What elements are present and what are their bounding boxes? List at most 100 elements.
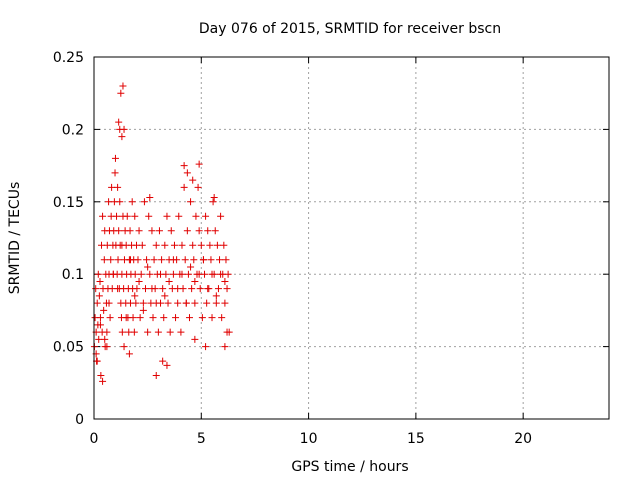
data-point (188, 285, 196, 293)
data-point (198, 314, 206, 322)
data-point (145, 212, 153, 220)
data-point (202, 343, 210, 351)
data-point (131, 212, 139, 220)
data-point (114, 183, 122, 191)
data-point (178, 241, 186, 249)
data-point (105, 299, 113, 307)
data-point (101, 335, 109, 343)
data-point (166, 328, 174, 336)
data-point (99, 377, 107, 385)
data-point (132, 299, 140, 307)
data-point (109, 270, 117, 278)
data-point (142, 285, 149, 293)
data-point (120, 125, 128, 133)
data-point (95, 335, 103, 343)
data-point (180, 183, 188, 191)
y-tick-label: 0 (75, 412, 84, 428)
data-point (187, 198, 195, 206)
plot-frame (93, 56, 610, 420)
data-point (170, 241, 178, 249)
data-point (122, 314, 130, 322)
data-point (204, 227, 212, 235)
data-point (197, 241, 205, 249)
data-point (126, 256, 134, 264)
data-point (203, 299, 211, 307)
x-tick-label: 10 (300, 431, 318, 447)
data-point (148, 227, 156, 235)
data-point (143, 256, 151, 264)
data-point (181, 256, 189, 264)
data-point (194, 183, 202, 191)
axis-ticks: 0 0.05 0.1 0.15 0.2 0.25 0 5 10 15 20 (53, 50, 609, 447)
data-point (192, 212, 200, 220)
data-point (118, 328, 126, 336)
data-point (191, 299, 199, 307)
data-point (196, 285, 204, 293)
data-point (96, 314, 104, 322)
data-point (131, 270, 139, 278)
data-point (209, 198, 217, 206)
data-point (184, 270, 192, 278)
data-point (138, 241, 146, 249)
data-point (212, 292, 220, 300)
y-tick-label: 0.25 (53, 50, 84, 66)
data-point (214, 285, 222, 293)
x-axis-label: GPS time / hours (291, 459, 408, 475)
data-point (94, 270, 102, 278)
data-point (174, 285, 182, 293)
data-point (169, 256, 177, 264)
data-point (174, 299, 182, 307)
data-point (125, 350, 133, 358)
data-point (195, 160, 203, 168)
data-point (103, 343, 111, 351)
data-point (111, 169, 119, 177)
data-point (221, 343, 229, 351)
data-point (152, 299, 160, 307)
x-tick-label: 5 (197, 431, 206, 447)
data-point (164, 299, 172, 307)
data-point (137, 270, 145, 278)
data-point (161, 292, 169, 300)
data-point (190, 256, 198, 264)
data-point (206, 241, 214, 249)
data-point (103, 328, 111, 336)
data-point (167, 227, 175, 235)
data-point (199, 256, 207, 264)
data-point (157, 270, 165, 278)
data-point (208, 314, 216, 322)
data-point (161, 241, 169, 249)
data-point (130, 328, 138, 336)
data-point (208, 270, 216, 278)
data-point (177, 328, 185, 336)
data-point (183, 227, 191, 235)
data-point (134, 256, 142, 264)
data-point (224, 270, 232, 278)
data-point (218, 314, 226, 322)
data-point (210, 193, 218, 201)
data-point (220, 241, 228, 249)
data-point (146, 270, 154, 278)
data-point (100, 256, 108, 264)
data-point (123, 212, 131, 220)
data-point (189, 176, 197, 184)
data-point (163, 361, 171, 369)
data-point (115, 118, 123, 126)
data-point (160, 314, 168, 322)
data-point (120, 343, 128, 351)
data-point (116, 198, 124, 206)
data-point (163, 212, 171, 220)
data-point (189, 241, 197, 249)
data-point (195, 270, 203, 278)
data-point (223, 285, 231, 293)
data-point (172, 314, 180, 322)
data-point (152, 241, 160, 249)
data-point (152, 372, 160, 380)
data-point (222, 256, 230, 264)
y-axis-label: SRMTID / TECUs (7, 182, 23, 295)
data-point (106, 314, 114, 322)
y-tick-label: 0.05 (53, 340, 84, 356)
data-point (114, 256, 122, 264)
data-point (223, 328, 231, 336)
data-point (97, 372, 105, 380)
